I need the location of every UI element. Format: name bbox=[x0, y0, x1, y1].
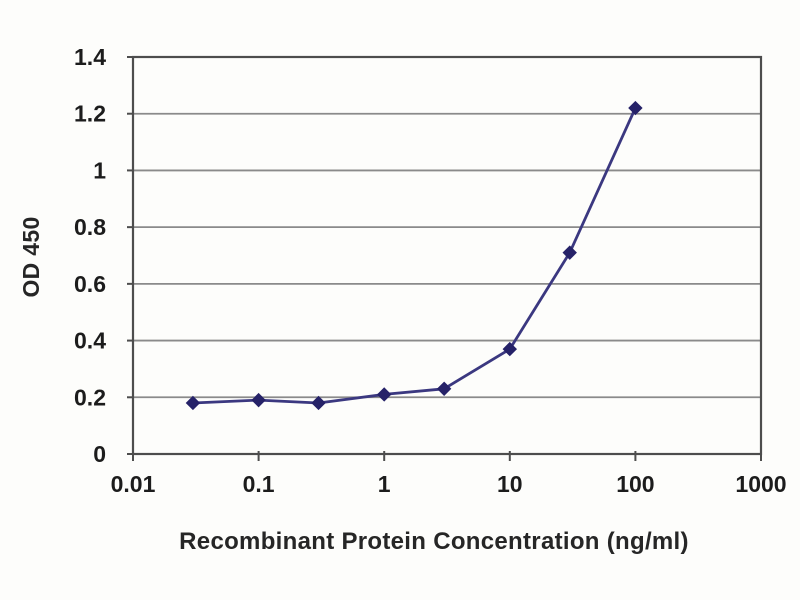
x-axis-title: Recombinant Protein Concentration (ng/ml… bbox=[179, 528, 689, 555]
x-tick-label: 0.01 bbox=[111, 471, 156, 497]
x-tick-label: 1000 bbox=[735, 471, 786, 497]
series-layer bbox=[185, 100, 643, 411]
x-tick-label: 10 bbox=[497, 471, 523, 497]
x-tick-label: 100 bbox=[616, 471, 654, 497]
x-tick-label: 0.1 bbox=[243, 471, 275, 497]
data-point-marker bbox=[311, 395, 326, 411]
series-line bbox=[191, 106, 637, 405]
data-point-marker bbox=[185, 395, 201, 411]
data-point-marker bbox=[251, 392, 266, 408]
y-axis-title: OD 450 bbox=[18, 216, 44, 297]
y-tick-label: 0.4 bbox=[74, 328, 106, 354]
data-point-marker bbox=[376, 387, 392, 402]
data-point-marker bbox=[436, 381, 452, 396]
y-tick-label: 0.2 bbox=[74, 384, 106, 410]
y-tick-label: 1.2 bbox=[74, 101, 106, 127]
tick-labels-layer: 0.01 0.1 1 10 100 1000 0 0.2 0.4 0.6 0.8 1 1.2 1.4 bbox=[74, 44, 787, 497]
y-tick-label: 0.8 bbox=[74, 214, 106, 240]
x-tick-label: 1 bbox=[378, 471, 391, 497]
plot-border bbox=[131, 55, 763, 456]
y-tick-label: 0 bbox=[93, 441, 106, 467]
y-tick-label: 0.6 bbox=[74, 271, 106, 297]
y-tick-label: 1.4 bbox=[74, 44, 106, 70]
axes-layer bbox=[127, 55, 763, 461]
data-point-marker bbox=[502, 341, 518, 357]
y-tick-label: 1 bbox=[93, 157, 106, 183]
gridlines-layer bbox=[133, 112, 761, 399]
data-point-marker bbox=[628, 100, 643, 116]
data-point-marker bbox=[562, 245, 577, 260]
